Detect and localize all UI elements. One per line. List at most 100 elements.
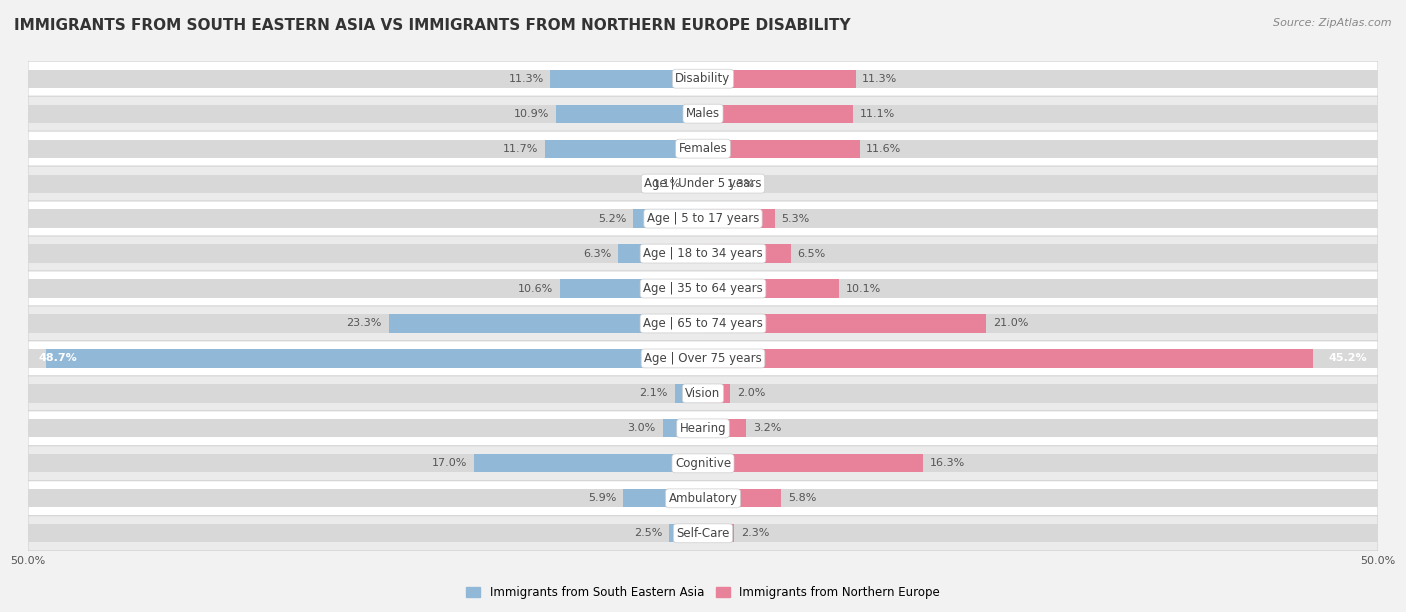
FancyBboxPatch shape (28, 481, 1378, 516)
Bar (703, 209, 775, 228)
Text: Hearing: Hearing (679, 422, 727, 435)
FancyBboxPatch shape (28, 166, 1378, 201)
Text: Vision: Vision (685, 387, 721, 400)
Text: 10.1%: 10.1% (846, 283, 882, 294)
Text: 21.0%: 21.0% (993, 318, 1029, 329)
Bar (633, 209, 703, 228)
Bar (28, 419, 1378, 438)
Bar (28, 454, 1378, 472)
Legend: Immigrants from South Eastern Asia, Immigrants from Northern Europe: Immigrants from South Eastern Asia, Immi… (461, 581, 945, 603)
Bar (703, 489, 782, 507)
Text: 5.9%: 5.9% (588, 493, 617, 503)
Bar (28, 209, 1378, 228)
Text: 3.0%: 3.0% (627, 424, 655, 433)
Bar (28, 280, 1378, 297)
FancyBboxPatch shape (28, 376, 1378, 411)
Text: 5.3%: 5.3% (782, 214, 810, 223)
Text: 10.9%: 10.9% (513, 109, 550, 119)
Bar (28, 489, 1378, 507)
Text: 10.6%: 10.6% (517, 283, 553, 294)
Bar (28, 524, 1378, 542)
Bar (703, 524, 734, 542)
Text: 11.3%: 11.3% (509, 73, 544, 84)
Bar (388, 315, 703, 332)
Bar (703, 70, 855, 88)
Bar (675, 384, 703, 403)
FancyBboxPatch shape (28, 341, 1378, 376)
Bar (28, 105, 1378, 123)
Bar (703, 174, 720, 193)
Bar (703, 280, 839, 297)
Text: 17.0%: 17.0% (432, 458, 467, 468)
FancyBboxPatch shape (28, 306, 1378, 341)
FancyBboxPatch shape (28, 201, 1378, 236)
Bar (703, 105, 853, 123)
Bar (623, 489, 703, 507)
Bar (555, 105, 703, 123)
Text: 2.3%: 2.3% (741, 528, 769, 539)
Text: 48.7%: 48.7% (39, 354, 77, 364)
Text: 5.8%: 5.8% (787, 493, 817, 503)
Text: 6.5%: 6.5% (797, 248, 825, 258)
Bar (551, 70, 703, 88)
Text: Females: Females (679, 142, 727, 155)
Bar (703, 244, 790, 263)
Text: Males: Males (686, 107, 720, 120)
Text: 6.3%: 6.3% (583, 248, 612, 258)
Text: Cognitive: Cognitive (675, 457, 731, 470)
Text: Age | Under 5 years: Age | Under 5 years (644, 177, 762, 190)
Text: Age | 18 to 34 years: Age | 18 to 34 years (643, 247, 763, 260)
Bar (28, 70, 1378, 88)
Text: 23.3%: 23.3% (346, 318, 382, 329)
FancyBboxPatch shape (28, 411, 1378, 446)
Text: Self-Care: Self-Care (676, 527, 730, 540)
Text: IMMIGRANTS FROM SOUTH EASTERN ASIA VS IMMIGRANTS FROM NORTHERN EUROPE DISABILITY: IMMIGRANTS FROM SOUTH EASTERN ASIA VS IM… (14, 18, 851, 34)
Bar (28, 244, 1378, 263)
FancyBboxPatch shape (28, 96, 1378, 131)
Bar (703, 140, 859, 158)
Bar (703, 315, 987, 332)
Text: 5.2%: 5.2% (598, 214, 626, 223)
Bar (28, 315, 1378, 332)
Bar (560, 280, 703, 297)
Text: Age | 35 to 64 years: Age | 35 to 64 years (643, 282, 763, 295)
Bar (703, 349, 1313, 368)
Bar (28, 349, 1378, 368)
Bar (546, 140, 703, 158)
Bar (474, 454, 703, 472)
Text: 1.1%: 1.1% (654, 179, 682, 188)
Text: Age | 5 to 17 years: Age | 5 to 17 years (647, 212, 759, 225)
Text: 2.0%: 2.0% (737, 389, 765, 398)
Bar (703, 384, 730, 403)
FancyBboxPatch shape (28, 271, 1378, 306)
Text: 2.1%: 2.1% (640, 389, 668, 398)
FancyBboxPatch shape (28, 446, 1378, 481)
Text: Age | Over 75 years: Age | Over 75 years (644, 352, 762, 365)
Bar (28, 174, 1378, 193)
FancyBboxPatch shape (28, 236, 1378, 271)
Bar (45, 349, 703, 368)
Text: Source: ZipAtlas.com: Source: ZipAtlas.com (1274, 18, 1392, 28)
FancyBboxPatch shape (28, 516, 1378, 551)
Text: 3.2%: 3.2% (754, 424, 782, 433)
Bar (703, 419, 747, 438)
Text: 11.6%: 11.6% (866, 144, 901, 154)
Text: 11.3%: 11.3% (862, 73, 897, 84)
FancyBboxPatch shape (28, 61, 1378, 96)
Text: 1.3%: 1.3% (727, 179, 755, 188)
Text: 45.2%: 45.2% (1329, 354, 1367, 364)
Text: 2.5%: 2.5% (634, 528, 662, 539)
Bar (662, 419, 703, 438)
Bar (669, 524, 703, 542)
Bar (619, 244, 703, 263)
Text: Ambulatory: Ambulatory (668, 492, 738, 505)
Bar (28, 140, 1378, 158)
Bar (28, 384, 1378, 403)
Text: Disability: Disability (675, 72, 731, 85)
Bar (688, 174, 703, 193)
Bar (703, 454, 922, 472)
FancyBboxPatch shape (28, 131, 1378, 166)
Text: 16.3%: 16.3% (929, 458, 965, 468)
Text: 11.1%: 11.1% (859, 109, 894, 119)
Text: Age | 65 to 74 years: Age | 65 to 74 years (643, 317, 763, 330)
